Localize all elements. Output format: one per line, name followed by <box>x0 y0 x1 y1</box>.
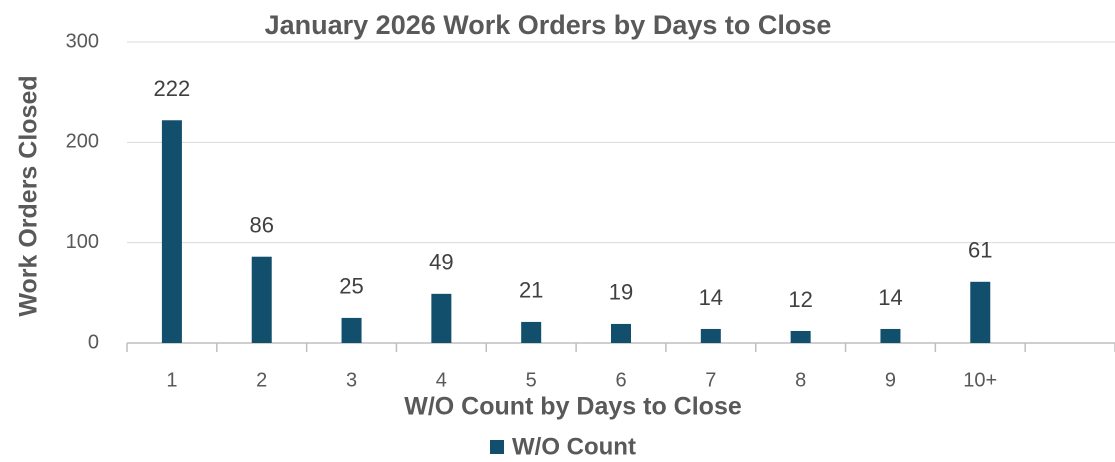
data-label: 61 <box>968 238 992 263</box>
data-label: 86 <box>249 213 273 238</box>
x-tick-label: 10+ <box>963 369 997 391</box>
data-label: 14 <box>699 285 723 310</box>
y-tick-label: 0 <box>88 331 99 353</box>
x-tick-label: 7 <box>705 369 716 391</box>
y-tick-label: 100 <box>66 231 99 253</box>
bar <box>790 330 811 343</box>
bar <box>161 120 182 343</box>
x-tick-label: 3 <box>346 369 357 391</box>
bar <box>611 323 631 343</box>
data-label: 222 <box>154 76 191 101</box>
x-tick-label: 1 <box>166 369 177 391</box>
x-tick-label: 8 <box>795 369 806 391</box>
bar <box>251 256 272 343</box>
bar <box>700 328 721 343</box>
y-tick-label: 200 <box>66 131 99 153</box>
x-tick-label: 6 <box>615 369 626 391</box>
legend-swatch <box>490 440 504 454</box>
y-tick-label: 300 <box>66 30 99 52</box>
bar <box>970 281 991 343</box>
data-label: 49 <box>429 250 453 275</box>
data-label: 21 <box>519 278 543 303</box>
bar <box>521 321 542 343</box>
chart-title: January 2026 Work Orders by Days to Clos… <box>265 10 832 40</box>
x-tick-label: 4 <box>436 369 447 391</box>
x-tick-label: 9 <box>885 369 896 391</box>
y-axis-label: Work Orders Closed <box>15 75 43 316</box>
bar <box>341 317 362 343</box>
x-tick-label: 2 <box>256 369 267 391</box>
bar <box>431 293 452 343</box>
data-label: 12 <box>788 287 812 312</box>
x-tick-label: 5 <box>526 369 537 391</box>
legend-label: W/O Count <box>512 433 636 460</box>
bar <box>880 328 901 343</box>
data-label: 25 <box>339 274 363 299</box>
data-label: 14 <box>878 285 902 310</box>
data-label: 19 <box>609 280 633 305</box>
x-axis-label: W/O Count by Days to Close <box>404 393 742 421</box>
